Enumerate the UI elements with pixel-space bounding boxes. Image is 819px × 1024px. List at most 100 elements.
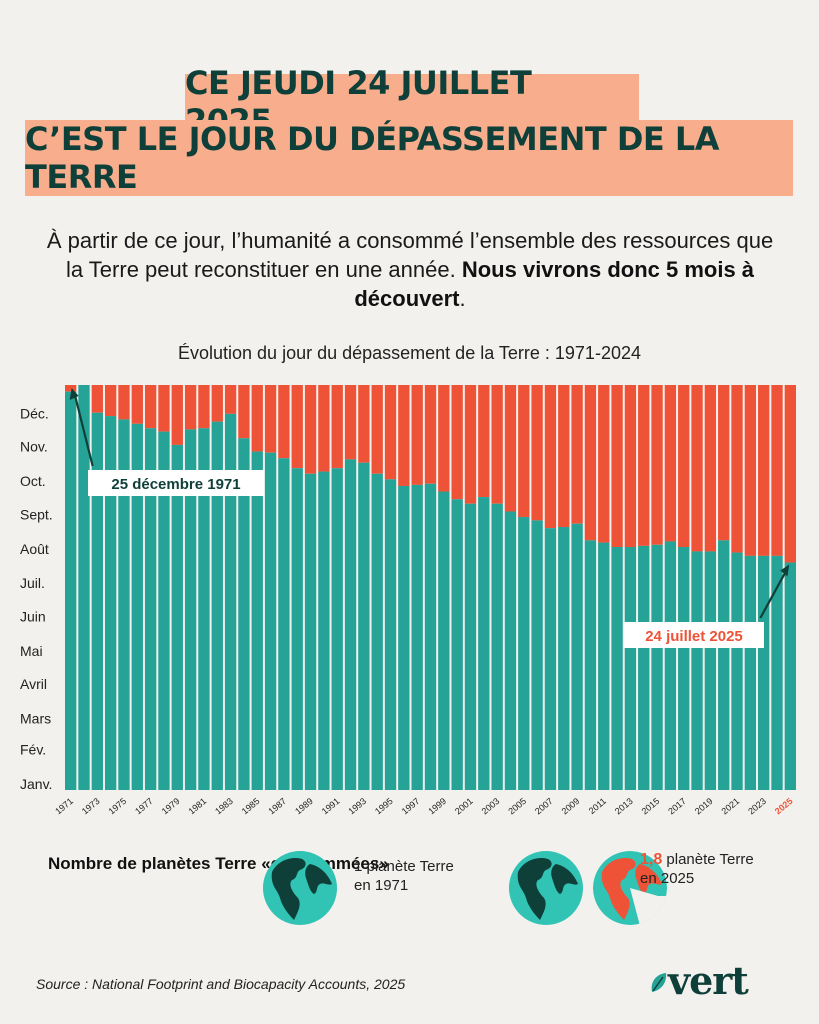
budget-bar-1995 (384, 479, 397, 790)
overshoot-bar-1995 (384, 385, 397, 480)
budget-bar-2003 (491, 503, 503, 790)
budget-bar-2001 (464, 503, 477, 790)
annotation-box-2025 (624, 622, 764, 648)
budget-bar-2002 (478, 497, 490, 790)
overshoot-bar-1993 (358, 385, 370, 463)
budget-bar-1992 (344, 459, 357, 790)
overshoot-bar-2018 (691, 385, 703, 552)
overshoot-bar-2001 (464, 385, 477, 504)
title-line-2-text: C’EST LE JOUR DU DÉPASSEMENT DE LA TERRE (25, 120, 720, 196)
overshoot-bar-1996 (398, 385, 410, 486)
overshoot-bar-2009 (571, 385, 583, 524)
annotation-arrow-2025 (759, 570, 788, 619)
overshoot-bar-2021 (731, 385, 743, 553)
budget-bar-2025 (784, 562, 796, 790)
overshoot-bar-1983 (224, 385, 237, 414)
overshoot-bar-1991 (331, 385, 343, 469)
overshoot-bar-1992 (344, 385, 357, 460)
overshoot-bar-1977 (144, 385, 157, 429)
budget-bar-2022 (744, 555, 757, 790)
x-tick-label: 1995 (373, 796, 395, 817)
globe-2-label: 1,8 planète Terre en 2025 (640, 850, 754, 888)
budget-bar-1986 (264, 452, 277, 790)
budget-bar-1999 (438, 491, 450, 790)
globe-2-line1: planète Terre (662, 851, 754, 868)
budget-bar-1974 (104, 416, 117, 790)
overshoot-bar-2023 (758, 385, 770, 556)
annotation-arrowhead-1971 (69, 388, 79, 400)
earth-globe-icon-partial (593, 851, 667, 925)
budget-bar-2010 (584, 540, 597, 790)
overshoot-bar-1985 (251, 385, 263, 452)
x-tick-label: 2013 (613, 796, 635, 817)
budget-bar-1983 (224, 413, 237, 790)
overshoot-bar-2013 (624, 385, 637, 547)
budget-bar-1971 (65, 391, 77, 790)
x-tick-label: 2023 (746, 796, 768, 817)
overshoot-bar-1987 (278, 385, 290, 459)
title-line-2: C’EST LE JOUR DU DÉPASSEMENT DE LA TERRE (25, 120, 793, 196)
overshoot-bar-2015 (651, 385, 663, 545)
intro-paragraph: À partir de ce jour, l’humanité a consom… (40, 226, 780, 313)
overshoot-bar-1982 (211, 385, 223, 422)
leaf-icon (651, 973, 667, 992)
earth-globe-icon-full (509, 851, 583, 925)
budget-bar-1996 (398, 485, 410, 790)
budget-bar-1994 (371, 473, 383, 790)
x-tick-label: 2025 (773, 796, 795, 817)
budget-bar-1979 (171, 444, 183, 790)
overshoot-bar-2010 (584, 385, 597, 541)
globe-1-line2: en 1971 (354, 877, 409, 894)
x-tick-label: 1975 (106, 796, 128, 817)
overshoot-bar-1975 (118, 385, 130, 420)
budget-bar-1997 (411, 484, 423, 790)
overshoot-bar-2007 (544, 385, 557, 529)
intro-text: À partir de ce jour, l’humanité a consom… (46, 228, 774, 282)
y-tick-label: Mai (20, 643, 43, 659)
overshoot-bar-1974 (104, 385, 117, 417)
budget-bar-2000 (451, 499, 463, 790)
chart-title: Évolution du jour du dépassement de la T… (178, 343, 641, 363)
y-tick-label: Janv. (20, 776, 52, 792)
earth-globe-icon (263, 851, 337, 925)
overshoot-bar-1976 (131, 385, 143, 424)
overshoot-bar-2014 (638, 385, 650, 546)
budget-bar-1988 (291, 468, 303, 790)
x-tick-label: 2005 (506, 796, 528, 817)
y-tick-label: Sept. (20, 506, 53, 522)
overshoot-bar-2016 (664, 385, 677, 542)
annotation-label-2025: 24 juillet 2025 (645, 628, 743, 645)
budget-bar-1976 (131, 423, 143, 790)
intro-text-end: . (459, 286, 466, 311)
budget-bar-1981 (198, 428, 210, 790)
overshoot-bar-1984 (238, 385, 250, 439)
source-note: Source : National Footprint and Biocapac… (36, 976, 406, 992)
budget-bar-2009 (571, 523, 583, 790)
overshoot-bar-1979 (171, 385, 183, 445)
overshoot-bar-2002 (478, 385, 490, 498)
overshoot-bar-1989 (304, 385, 317, 474)
overshoot-bar-2012 (611, 385, 623, 547)
budget-bar-1991 (331, 468, 343, 790)
overshoot-bar-2004 (504, 385, 517, 512)
budget-bar-2013 (624, 547, 637, 790)
budget-bar-2021 (731, 552, 743, 790)
budget-bar-1987 (278, 458, 290, 790)
overshoot-bar-1971 (65, 385, 77, 392)
budget-bar-1980 (184, 429, 197, 790)
globe-2-line2: en 2025 (640, 870, 695, 887)
budget-bar-2008 (558, 527, 570, 790)
overshoot-bar-1997 (411, 385, 423, 485)
overshoot-bar-1978 (158, 385, 170, 432)
y-tick-label: Nov. (20, 439, 48, 455)
budget-bar-2017 (678, 547, 690, 790)
overshoot-bar-1999 (438, 385, 450, 492)
x-tick-label: 2015 (640, 796, 662, 817)
budget-bar-2014 (638, 545, 650, 790)
x-tick-label: 1973 (80, 796, 102, 817)
y-tick-label: Août (20, 541, 49, 557)
budget-bar-1993 (358, 462, 370, 790)
overshoot-bar-1998 (424, 385, 437, 484)
x-tick-label: 2003 (480, 796, 502, 817)
annotation-box-1971 (88, 470, 264, 496)
